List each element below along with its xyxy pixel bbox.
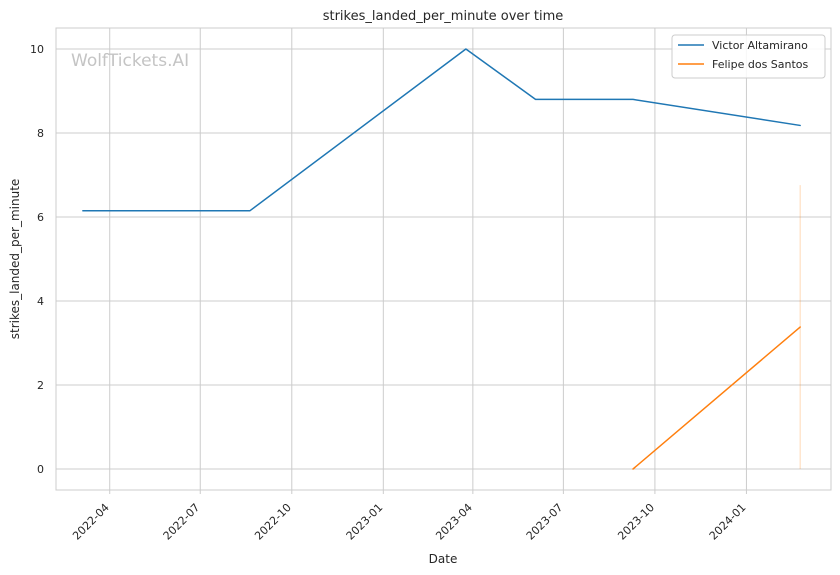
legend-label: Victor Altamirano [712,39,808,52]
x-tick-label: 2022-07 [161,501,203,543]
y-tick-label: 2 [37,379,44,392]
grid [56,28,831,490]
series-line-1 [82,48,801,212]
y-tick-label: 8 [37,127,44,140]
series-line-2 [632,326,801,470]
x-tick-label: 2024-01 [707,501,749,543]
chart-title: strikes_landed_per_minute over time [323,9,564,24]
y-tick-label: 4 [37,295,44,308]
x-axis-ticks: 2022-04 2022-07 2022-10 2023-01 2023-04 2023-… [70,490,749,543]
watermark-layer: WolfTickets.AI [71,51,189,71]
y-tick-label: 10 [30,43,44,56]
y-axis-label: strikes_landed_per_minute [8,179,22,340]
x-tick-label: 2023-10 [615,501,657,543]
x-tick-label: 2022-10 [252,501,294,543]
legend: Victor Altamirano Felipe dos Santos [671,34,826,79]
x-tick-label: 2023-07 [524,501,566,543]
x-tick-label: 2023-04 [433,501,475,543]
y-axis-ticks: 0 2 4 6 8 10 [30,43,44,476]
plot-frame [55,27,832,491]
legend-label: Felipe dos Santos [712,58,809,71]
y-tick-label: 6 [37,211,44,224]
y-tick-label: 0 [37,463,44,476]
x-tick-label: 2022-04 [70,501,112,543]
legend-box [671,34,826,79]
x-tick-label: 2023-01 [344,501,386,543]
series-layer [82,48,801,470]
watermark: WolfTickets.AI [71,51,189,71]
x-axis-label: Date [429,552,458,566]
